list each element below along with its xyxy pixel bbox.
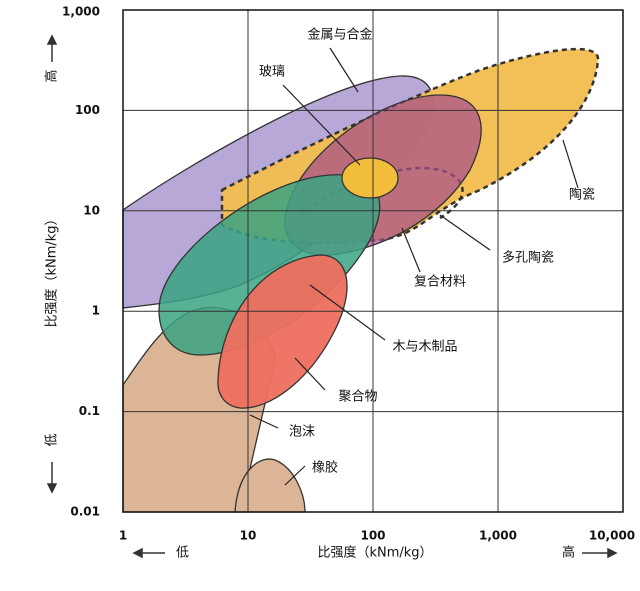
y-low-label: 低 xyxy=(45,433,60,446)
region-label: 陶瓷 xyxy=(569,187,595,203)
axis-arrows xyxy=(46,34,618,559)
region-label: 玻璃 xyxy=(259,65,285,80)
regions xyxy=(122,47,600,513)
region-label: 聚合物 xyxy=(338,390,377,405)
x-high-label: 高 xyxy=(562,545,575,561)
region-label: 泡沫 xyxy=(289,425,315,440)
y-high-label: 高 xyxy=(44,69,60,82)
x-tick-label: 1,000 xyxy=(479,529,517,543)
x-tick-label: 10 xyxy=(240,529,257,543)
y-tick-label: 100 xyxy=(75,103,100,117)
y-axis-label: 比强度（kNm/kg） xyxy=(44,212,60,327)
y-tick-label: 10 xyxy=(83,203,100,217)
y-tick-label: 0.01 xyxy=(70,505,100,519)
region-label: 金属与合金 xyxy=(307,27,372,43)
region xyxy=(234,458,306,513)
leader-lines xyxy=(249,47,579,486)
region-label: 木与木制品 xyxy=(392,340,457,355)
x-tick-label: 10,000 xyxy=(589,529,635,543)
region xyxy=(217,254,348,409)
plot-frame xyxy=(122,9,624,513)
x-low-label: 低 xyxy=(176,546,189,561)
region-label: 复合材料 xyxy=(414,275,466,290)
y-tick-label: 1 xyxy=(92,304,100,318)
x-tick-label: 100 xyxy=(360,529,385,543)
x-axis-label: 比强度（kNm/kg） xyxy=(317,545,432,561)
y-tick-label: 0.1 xyxy=(79,404,100,418)
x-tick-label: 1 xyxy=(119,529,127,543)
region xyxy=(341,157,399,199)
region-label: 多孔陶瓷 xyxy=(502,250,554,266)
region-label: 橡胶 xyxy=(312,460,338,476)
y-tick-label: 1,000 xyxy=(62,5,100,19)
